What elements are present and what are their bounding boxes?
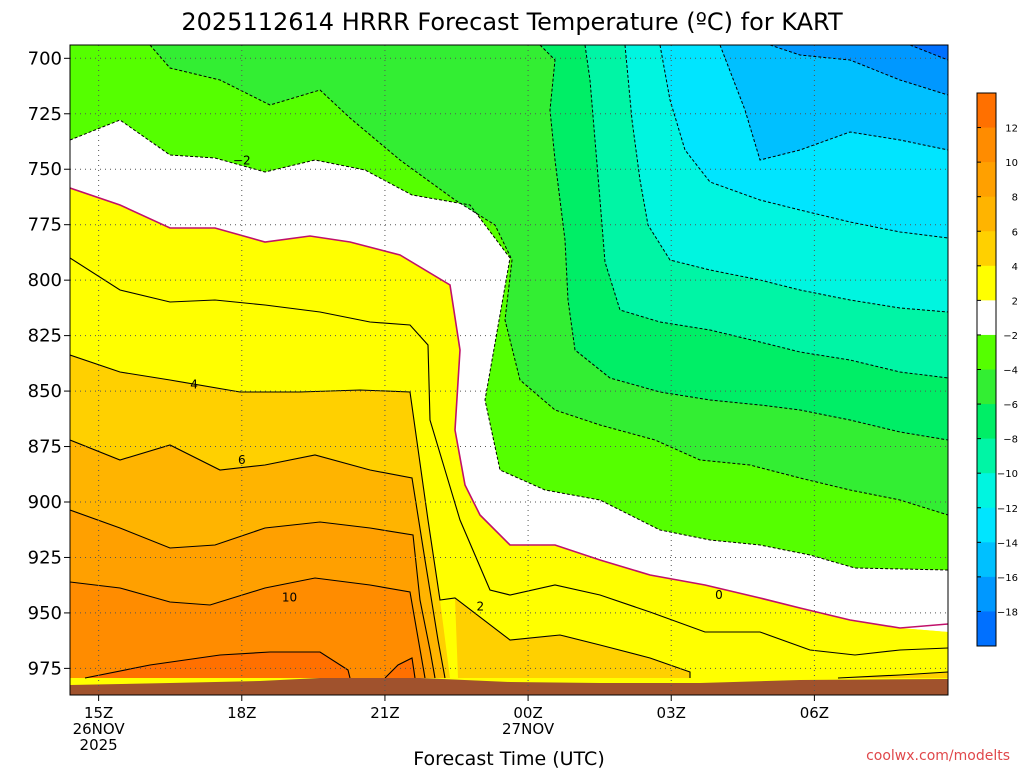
band-12-to-14: [85, 652, 350, 678]
colorbar-swatch: [977, 507, 996, 543]
colorbar-swatch: [977, 334, 996, 370]
colorbar-label: 6: [1012, 227, 1018, 238]
zero-isotherm-upper: [70, 187, 948, 629]
plot-area-cold: [70, 45, 948, 695]
y-tick-label: 975: [28, 658, 62, 679]
x-tick-label: 03Z: [657, 704, 686, 722]
x-tick-line2: 26NOV: [73, 720, 126, 738]
contour-labels: −2 4 6 10 2 0: [190, 153, 723, 613]
colorbar-swatch: [977, 196, 996, 232]
x-tick-label: 18Z: [227, 704, 256, 722]
y-axis: 700 725 750 775 800 825 850 875 900 925 950 975: [28, 48, 70, 679]
contour-label: 6: [238, 453, 246, 467]
colorbar-swatch: [977, 611, 996, 647]
band-4-to-6-far: [838, 672, 948, 678]
y-tick-label: 925: [28, 547, 62, 568]
colorbar-swatch: [977, 300, 996, 336]
band-4-to-6-east: [455, 598, 690, 678]
colorbar-label: −8: [1003, 435, 1018, 446]
band-minus18-to-minus16: [770, 45, 948, 95]
colorbar-label: −2: [1003, 331, 1018, 342]
x-tick-line2: 27NOV: [502, 720, 555, 738]
chart-title: 2025112614 HRRR Forecast Temperature (ºC…: [181, 8, 843, 36]
colorbar-label: 8: [1012, 193, 1018, 204]
y-tick-label: 800: [28, 270, 62, 291]
contour-label: 2: [477, 599, 485, 613]
colorbar-label: −14: [997, 538, 1018, 549]
x-axis-label: Forecast Time (UTC): [413, 748, 604, 768]
colorbar: 12 10 8 6 4 2 −2 −4 −6 −8 −10 −12 −14 −16 −18: [976, 92, 1018, 647]
x-tick-label: 15Z: [84, 704, 113, 722]
colorbar-label: −12: [997, 504, 1018, 515]
colorbar-swatch: [977, 438, 996, 474]
colorbar-label: 10: [1005, 158, 1018, 169]
colorbar-label: −10: [997, 469, 1018, 480]
gridlines: [70, 45, 948, 695]
y-tick-label: 700: [28, 48, 62, 69]
x-tick-line3: 2025: [80, 736, 118, 754]
y-tick-label: 825: [28, 326, 62, 347]
y-tick-label: 725: [28, 104, 62, 125]
colorbar-swatch: [977, 93, 996, 129]
colorbar-swatch: [977, 127, 996, 163]
colorbar-swatch: [977, 473, 996, 509]
band-minus2-to-2: [70, 120, 948, 632]
band-2-to-4-east: [440, 430, 948, 678]
colorbar-label: −16: [997, 573, 1018, 584]
ground-terrain: [70, 678, 948, 695]
credit-text: coolwx.com/modelts: [866, 748, 1010, 764]
contour-label: 4: [190, 377, 198, 391]
y-tick-label: 750: [28, 159, 62, 180]
colorbar-swatch: [977, 542, 996, 578]
plot-frame: [69, 44, 949, 696]
colorbar-label: 4: [1012, 262, 1018, 273]
colorbar-swatch: [977, 162, 996, 198]
y-tick-label: 900: [28, 492, 62, 513]
colorbar-swatch: [977, 404, 996, 440]
y-tick-label: 775: [28, 215, 62, 236]
y-tick-label: 850: [28, 381, 62, 402]
colorbar-swatch: [977, 231, 996, 267]
band-10-to-12: [70, 578, 425, 678]
contour-label: 10: [282, 590, 297, 604]
colorbar-label: −18: [997, 607, 1018, 618]
y-tick-label: 950: [28, 603, 62, 624]
colorbar-label: −6: [1003, 400, 1018, 411]
x-tick-label: 21Z: [370, 704, 399, 722]
colorbar-label: −4: [1003, 366, 1018, 377]
x-tick-label: 00Z: [513, 704, 542, 722]
x-tick-label: 06Z: [800, 704, 829, 722]
contour-label: −2: [233, 153, 251, 167]
colorbar-swatch: [977, 265, 996, 301]
y-tick-label: 875: [28, 437, 62, 458]
colorbar-swatch: [977, 369, 996, 405]
colorbar-swatch: [977, 576, 996, 612]
colorbar-label: 2: [1012, 296, 1018, 307]
contour-label: 0: [715, 588, 723, 602]
colorbar-label: 12: [1005, 124, 1018, 135]
